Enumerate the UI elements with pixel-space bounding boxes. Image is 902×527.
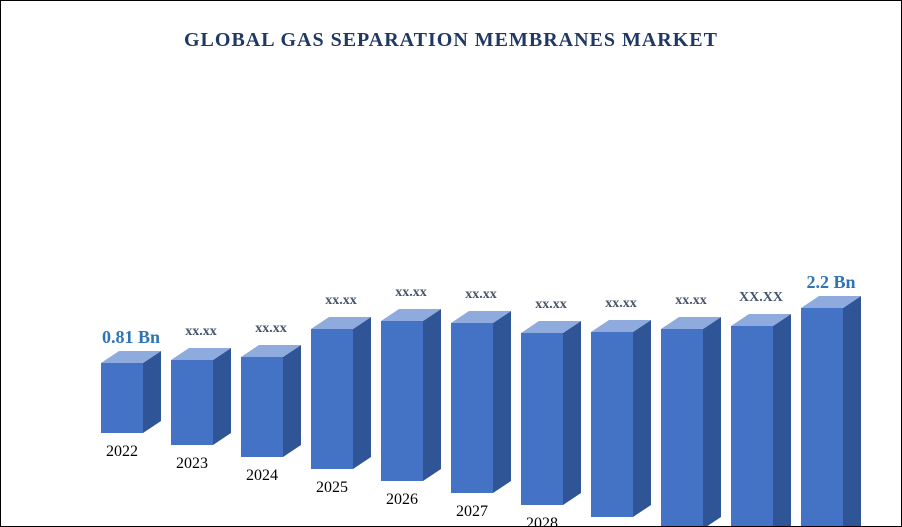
- x-label-2027: 2027: [437, 503, 507, 521]
- value-label-2032: 2.2 Bn: [791, 272, 871, 293]
- x-label-2026: 2026: [367, 491, 437, 509]
- x-label-2028: 2028: [507, 515, 577, 527]
- value-label-2023: xx.xx: [161, 324, 241, 340]
- chart-title: GLOBAL GAS SEPARATION MEMBRANES MARKET: [1, 29, 901, 52]
- bar-2023: [171, 348, 231, 445]
- chart-stage: 0.81 Bn2022xx.xx2023xx.xx2024xx.xx2025xx…: [41, 91, 861, 491]
- value-label-2026: xx.xx: [371, 285, 451, 301]
- bar-2025: [311, 317, 371, 469]
- value-label-2029: xx.xx: [581, 296, 661, 312]
- value-label-2025: xx.xx: [301, 293, 381, 309]
- value-label-2028: xx.xx: [511, 297, 591, 313]
- x-label-2025: 2025: [297, 479, 367, 497]
- bar-2030: [661, 317, 721, 527]
- bar-2024: [241, 345, 301, 457]
- bar-2032: [801, 296, 861, 527]
- x-label-2024: 2024: [227, 467, 297, 485]
- value-label-2022: 0.81 Bn: [91, 327, 171, 348]
- value-label-2024: xx.xx: [231, 321, 311, 337]
- x-label-2023: 2023: [157, 455, 227, 473]
- bar-2027: [451, 311, 511, 493]
- bar-2029: [591, 320, 651, 517]
- bar-2026: [381, 309, 441, 481]
- bar-2028: [521, 321, 581, 505]
- value-label-2031: XX.XX: [721, 290, 801, 306]
- value-label-2027: xx.xx: [441, 287, 521, 303]
- bar-2022: [101, 351, 161, 433]
- bar-2031: [731, 314, 791, 527]
- value-label-2030: xx.xx: [651, 293, 731, 309]
- x-label-2022: 2022: [87, 443, 157, 461]
